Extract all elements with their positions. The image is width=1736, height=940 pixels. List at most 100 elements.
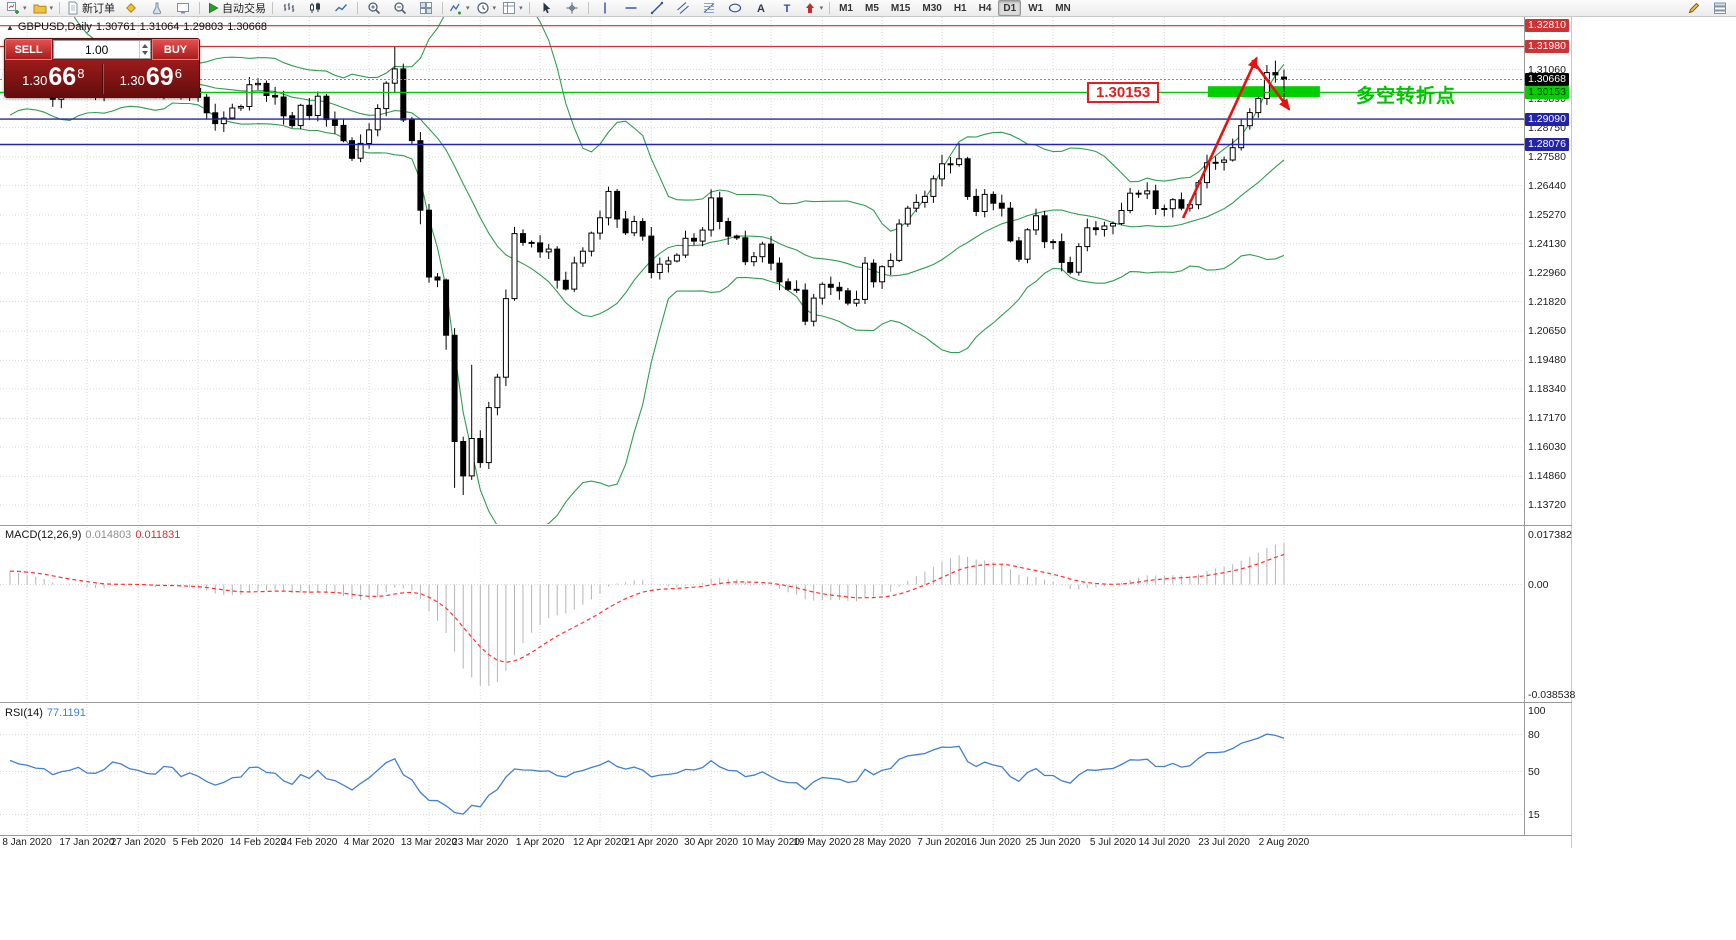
one-click-toggle-icon[interactable]: ▲ [6,23,14,32]
volume-field[interactable] [53,40,151,59]
buy-button[interactable]: BUY [152,39,199,60]
timeframe-m30-button[interactable]: M30 [922,2,942,14]
metaeditor-icon[interactable] [118,0,144,17]
templates-icon[interactable]: ▾ [499,0,526,17]
cursor-icon [539,1,553,15]
profiles-icon[interactable]: ▾ [30,0,57,17]
volume-spinner[interactable] [139,41,150,58]
line-chart-icon[interactable] [328,0,354,17]
crosshair-icon[interactable] [559,0,585,17]
layout-icon[interactable] [1707,0,1733,17]
toolbar-separator [199,2,201,14]
label-icon[interactable]: T [774,0,800,17]
trend-arrow-1[interactable] [1181,56,1258,219]
trend-arrow-2[interactable] [1251,59,1291,111]
macd-indicator-header: MACD(12,26,9) 0.014803 0.011831 [5,529,184,541]
toolbar-separator [829,2,831,14]
cursor-icon[interactable] [533,0,559,17]
strategy-tester-icon[interactable] [144,0,170,17]
sell-button[interactable]: SELL [5,39,52,60]
indicators-icon [449,1,463,15]
candlestick-chart-icon[interactable] [302,0,328,17]
macd-signal-line [9,553,1285,664]
timeframe-m1-button[interactable]: M1 [839,2,853,14]
toolbar-separator [587,2,589,14]
timeframe-mn-button[interactable]: MN [1055,2,1071,14]
indicators-icon[interactable]: ▾ [446,0,473,17]
horizontal-line-icon[interactable] [618,0,644,17]
zoom-out-icon [393,1,407,15]
bid-price-display[interactable]: 1.30 66 8 [5,62,102,92]
new-order-button[interactable]: 新订单 [63,0,118,17]
spinner-up-icon[interactable] [142,44,149,48]
spinner-down-icon[interactable] [142,51,149,55]
timeframe-m15-button[interactable]: M15 [890,2,911,14]
autotrading-button[interactable]: 自动交易 [203,0,269,17]
timeframe-h1-button[interactable]: H1 [953,2,967,14]
periods-icon[interactable]: ▾ [473,0,500,17]
dropdown-arrow-icon[interactable]: ▾ [466,5,470,12]
arrows-icon[interactable]: ▾ [800,0,827,17]
bar-chart-icon[interactable] [276,0,302,17]
dropdown-arrow-icon[interactable]: ▾ [49,5,54,12]
chart-window[interactable] [0,17,1572,848]
candlestick-chart-icon [308,1,322,15]
tile-windows-icon[interactable] [413,0,439,17]
new-order-button-label: 新订单 [82,3,116,15]
terminal-icon[interactable] [170,0,196,17]
timeframe-h4-button[interactable]: H4 [978,2,992,14]
autotrading-icon [206,1,220,15]
price-divider [101,63,103,94]
toolbar-separator [442,2,444,14]
fibonacci-icon[interactable] [696,0,722,17]
dropdown-arrow-icon[interactable]: ▾ [519,5,523,12]
trendline-icon [650,1,664,15]
zoom-in-icon [367,1,381,15]
dropdown-arrow-icon[interactable]: ▾ [819,5,824,12]
ask-price-display[interactable]: 1.30 69 6 [103,64,200,92]
toolbar-separator [272,2,274,14]
zoom-out-icon[interactable] [387,0,413,17]
fibonacci-icon [702,1,716,15]
templates-icon [502,1,516,15]
shapes-icon [728,1,742,15]
grid [0,17,1524,833]
svg-text:A: A [757,3,765,15]
line-chart-icon [334,1,348,15]
turning-point-annotation: 多空转折点 [1356,86,1457,107]
metaeditor-icon [124,1,138,15]
shapes-icon[interactable] [722,0,748,17]
autotrading-button-label: 自动交易 [222,3,267,15]
rsi-value: 77.1191 [46,707,86,719]
bid-big-digits: 66 [48,62,77,91]
profiles-icon [33,1,47,15]
text-icon[interactable]: A [748,0,774,17]
channel-icon[interactable] [670,0,696,17]
pencil-icon[interactable] [1681,0,1707,17]
new-chart-icon [6,1,20,15]
panel-separators[interactable] [0,17,1572,836]
high-value: 1.31064 [139,21,180,33]
main-toolbar: ▾ ▾ 新订单 自动交易 ▾ ▾ ▾ A T ▾ M1 M5 M15 M30 H1 H4 D1 W1 MN [0,0,1736,17]
timeframe-d1-button[interactable]: D1 [998,0,1022,16]
trendline-icon[interactable] [644,0,670,17]
arrows-icon [803,1,817,15]
crosshair-icon [565,1,579,15]
timeframe-w1-button[interactable]: W1 [1028,2,1044,14]
dropdown-arrow-icon[interactable]: ▾ [492,5,497,12]
chart-header: ▲ GBPUSD,Daily 1.30761 1.31064 1.29803 1.3066… [6,21,271,33]
volume-input[interactable] [54,41,140,58]
zoom-in-icon[interactable] [361,0,387,17]
new-chart-icon[interactable]: ▾ [3,0,30,17]
strategy-tester-icon [150,1,164,15]
price-callout-box[interactable]: 1.30153 [1087,82,1160,103]
vertical-line-icon[interactable] [592,0,618,17]
dropdown-arrow-icon[interactable]: ▾ [23,5,27,12]
chart-plot[interactable] [0,0,1572,848]
timeframe-m5-button[interactable]: M5 [865,2,879,14]
rsi-line [9,733,1285,815]
bid-small-digits: 1.30 [22,72,48,88]
text-icon: A [754,1,768,15]
macd-signal-value: 0.011831 [135,529,181,541]
